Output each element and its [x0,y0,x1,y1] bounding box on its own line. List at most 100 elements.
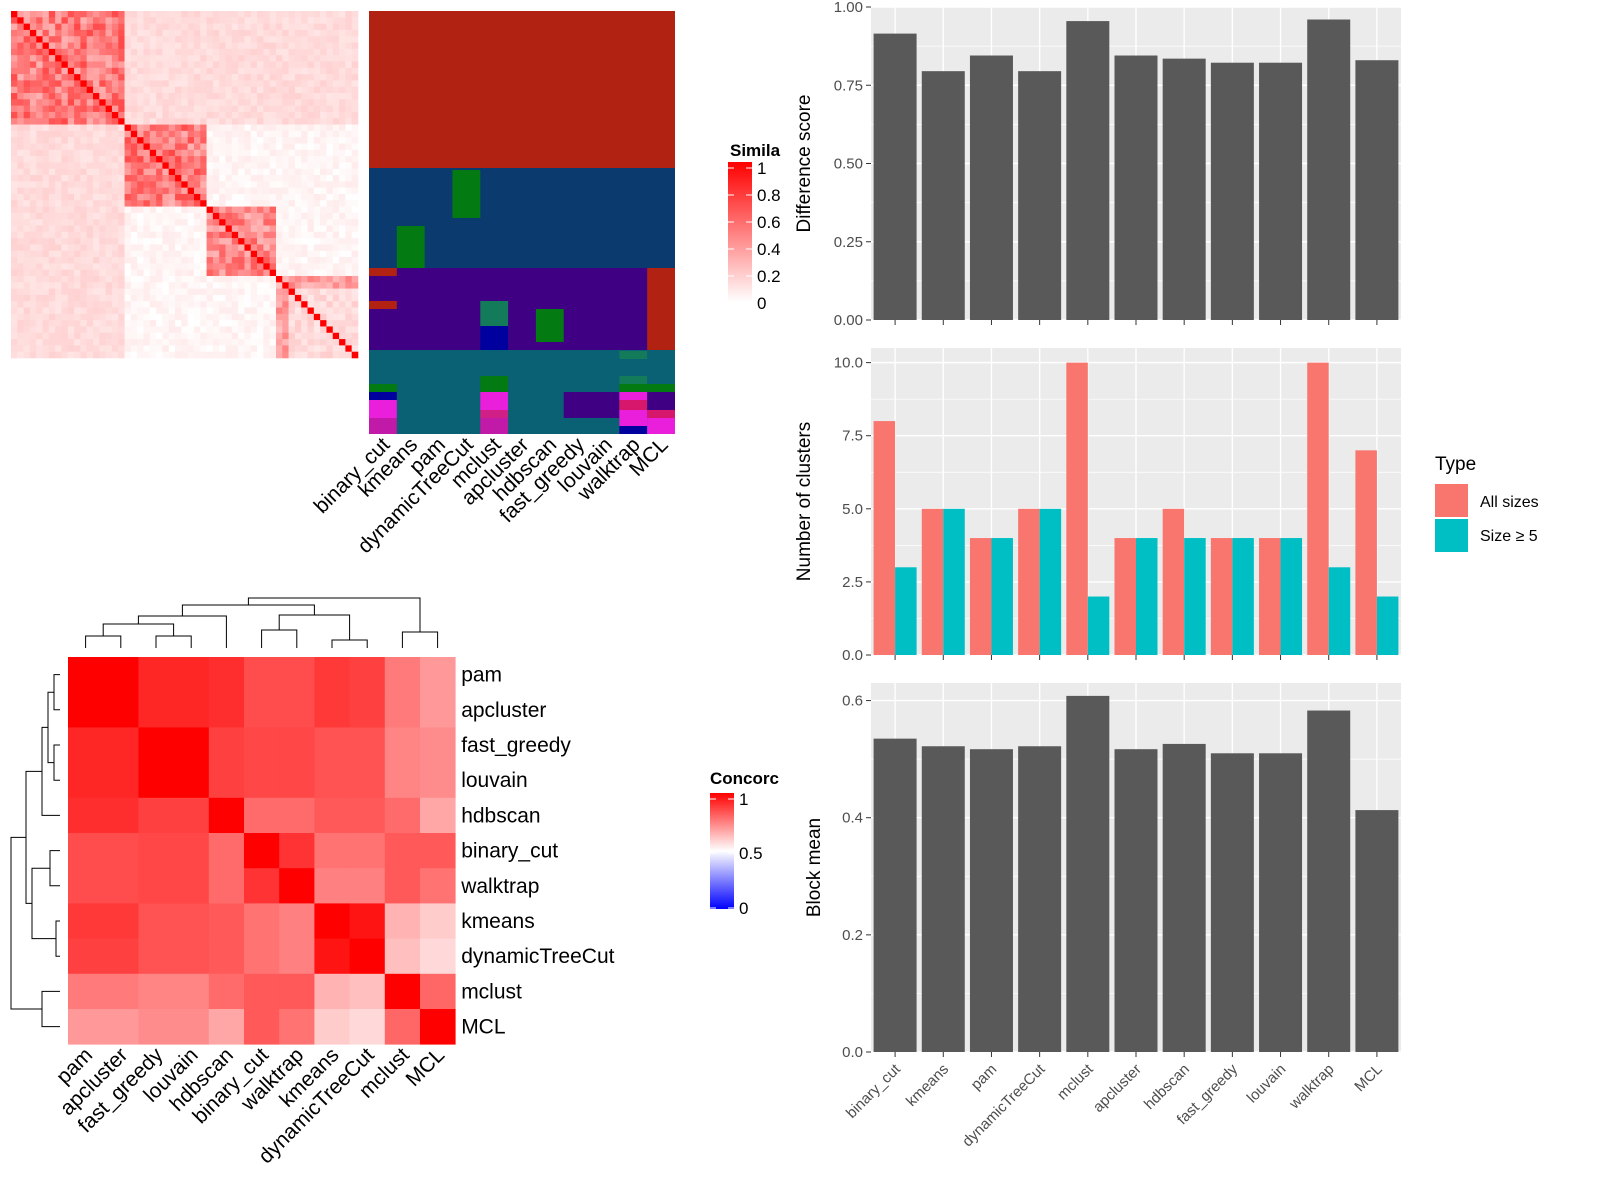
heatmap-cell [124,282,132,289]
heatmap-cell [200,294,207,302]
heatmap-cell [269,29,277,37]
heatmap-cell [257,48,264,56]
heatmap-cell [23,225,31,233]
heatmap-cell [339,93,346,100]
heatmap-cell [345,225,352,233]
heatmap-cell [345,269,352,277]
heatmap-cell [36,225,43,233]
heatmap-cell [168,269,176,277]
heatmap-cell [200,351,207,359]
heatmap-cell [181,168,188,176]
heatmap-cell [320,118,327,125]
heatmap-cell [61,288,69,296]
heatmap-cell [301,351,308,359]
heatmap-cell [143,124,151,132]
heatmap-cell [48,80,56,88]
heatmap-cell [105,80,113,88]
heatmap-cell [86,143,94,151]
heatmap-cell [225,288,233,296]
heatmap-cell [320,67,327,75]
heatmap-cell [263,67,270,75]
heatmap-cell [219,149,226,157]
heatmap-cell [105,326,113,334]
heatmap-cell [244,797,280,834]
heatmap-cell [212,269,220,277]
heatmap-cell [250,326,258,334]
heatmap-cell [307,168,315,176]
heatmap-cell [231,307,239,315]
heatmap-cell [212,11,220,18]
heatmap-cell [80,181,88,188]
heatmap-cell [263,86,270,94]
heatmap-cell [244,86,252,94]
heatmap-cell [130,187,138,195]
heatmap-cell [339,42,346,50]
heatmap-cell [301,212,308,220]
heatmap-cell [282,23,289,31]
heatmap-cell [11,93,18,100]
heatmap-cell [250,244,258,252]
heatmap-cell [307,225,315,233]
heatmap-cell [339,345,346,352]
heatmap-cell [326,275,334,283]
heatmap-cell [124,93,132,100]
heatmap-cell [124,250,132,258]
heatmap-cell [219,244,226,252]
heatmap-cell [93,124,100,132]
heatmap-cell [250,48,258,56]
heatmap-cell [55,17,62,24]
heatmap-cell [48,225,56,233]
heatmap-cell [320,294,327,302]
heatmap-cell [137,225,144,233]
heatmap-cell [257,326,264,334]
heatmap-cell [219,124,226,132]
heatmap-cell [313,149,321,157]
heatmap-cell [320,162,327,170]
cluster-cell [452,170,481,218]
heatmap-cell [55,320,62,327]
cluster-cell [647,392,675,410]
heatmap-cell [250,219,258,226]
heatmap-cell [219,67,226,75]
heatmap-cell [231,23,239,31]
heatmap-cell [320,263,327,270]
heatmap-cell [345,99,352,106]
heatmap-cell [168,244,176,252]
heatmap-cell [124,345,132,352]
heatmap-cell [326,200,334,207]
cluster-cell [619,400,648,410]
heatmap-cell [307,320,315,327]
heatmap-cell [263,244,270,252]
heatmap-cell [250,212,258,220]
heatmap-cell [105,238,113,245]
heatmap-cell [149,326,157,334]
heatmap-cell [55,244,62,252]
heatmap-cell [339,105,346,113]
heatmap-cell [231,269,239,277]
heatmap-cell [86,111,94,119]
heatmap-cell [48,351,56,359]
heatmap-cell [55,55,62,62]
heatmap-cell [257,206,264,214]
heatmap-cell [124,175,132,182]
heatmap-cell [263,29,270,37]
heatmap-cell [137,326,144,334]
heatmap-cell [351,332,359,340]
heatmap-cell [61,206,69,214]
heatmap-cell [156,124,163,132]
heatmap-cell [225,320,233,327]
heatmap-cell [320,42,327,50]
heatmap-cell [219,294,226,302]
heatmap-cell [175,244,182,252]
heatmap-cell [250,11,258,18]
heatmap-cell [118,193,125,201]
heatmap-cell [74,93,81,100]
heatmap-cell [168,288,176,296]
heatmap-cell [257,23,264,31]
heatmap-cell [212,86,220,94]
heatmap-cell [313,168,321,176]
dendrogram-branch [41,990,60,1028]
heatmap-cell [339,193,346,201]
heatmap-cell [124,206,132,214]
heatmap-cell [74,130,81,138]
